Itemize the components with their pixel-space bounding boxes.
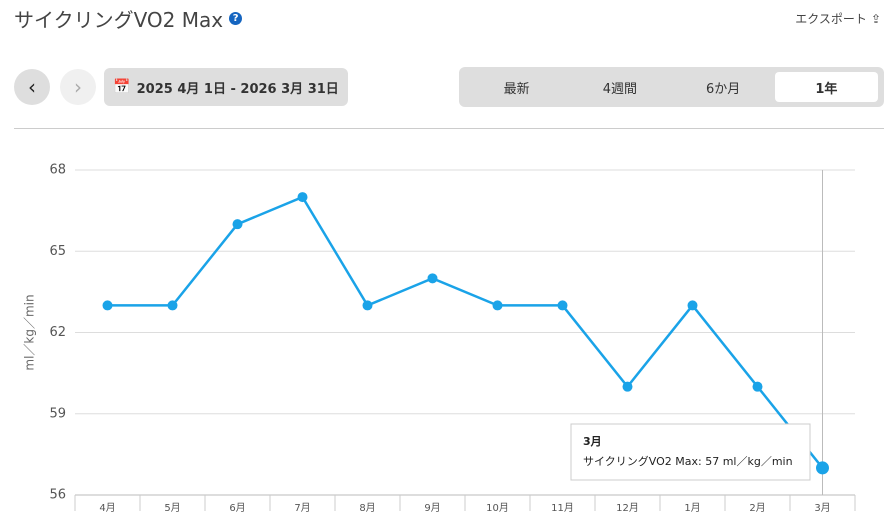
data-point	[622, 381, 633, 392]
data-point	[752, 381, 763, 392]
range-tab[interactable]: 最新	[503, 81, 530, 97]
y-tick-label: 56	[49, 488, 66, 503]
x-tick-label: 4月	[99, 502, 115, 514]
export-button[interactable]: エクスポート ⇪	[795, 10, 881, 27]
help-icon[interactable]: ?	[229, 12, 243, 25]
tooltip-box	[570, 423, 811, 481]
x-tick-label: 8月	[359, 502, 375, 514]
x-tick-label: 5月	[164, 502, 180, 514]
data-point	[427, 273, 438, 284]
x-tick-label: 11月	[551, 502, 574, 514]
range-tabs: 最新 4週間 6か月 1年	[459, 67, 884, 107]
range-tab[interactable]: 4週間	[602, 81, 638, 97]
y-tick-label: 68	[49, 163, 66, 178]
export-icon: ⇪	[870, 11, 881, 26]
x-tick-label: 10月	[486, 502, 509, 514]
y-tick-label: 65	[49, 244, 66, 259]
tooltip-text: サイクリングVO2 Max: 57 ml／kg／min	[583, 454, 793, 468]
x-tick-label: 7月	[294, 502, 310, 514]
x-tick-label: 1月	[684, 502, 700, 514]
data-point	[687, 300, 698, 311]
y-tick-label: 62	[49, 325, 66, 340]
data-point	[232, 219, 243, 230]
data-point	[362, 300, 373, 311]
title-row: サイクリングVO2 Max?	[14, 4, 243, 33]
data-point	[102, 300, 113, 311]
divider	[14, 128, 884, 129]
data-point	[297, 192, 308, 203]
data-point	[492, 300, 503, 311]
next-button[interactable]: ›	[60, 69, 96, 105]
y-tick-label: 59	[49, 406, 66, 421]
x-tick-label: 3月	[814, 502, 830, 514]
date-range: 2025 4月 1日 - 2026 3月 31日	[136, 81, 339, 97]
page-title: サイクリングVO2 Max	[14, 8, 224, 32]
y-axis-label: ml／kg／min	[23, 294, 37, 370]
x-tick-label: 6月	[229, 502, 245, 514]
export-label: エクスポート	[795, 12, 867, 26]
data-line	[107, 195, 824, 469]
tooltip-title: 3月	[583, 435, 602, 448]
date-range-button[interactable]: 📅 2025 4月 1日 - 2026 3月 31日	[104, 68, 348, 106]
prev-button[interactable]: ‹	[14, 69, 50, 105]
x-tick-label: 9月	[424, 502, 440, 514]
data-point	[816, 461, 829, 475]
range-tab[interactable]: 1年	[774, 72, 878, 102]
range-tab[interactable]: 6か月	[705, 81, 741, 97]
data-point	[557, 300, 568, 311]
x-tick-label: 2月	[749, 502, 765, 514]
data-point	[167, 300, 178, 311]
x-tick-label: 12月	[616, 502, 639, 514]
calendar-icon: 📅	[113, 79, 131, 95]
